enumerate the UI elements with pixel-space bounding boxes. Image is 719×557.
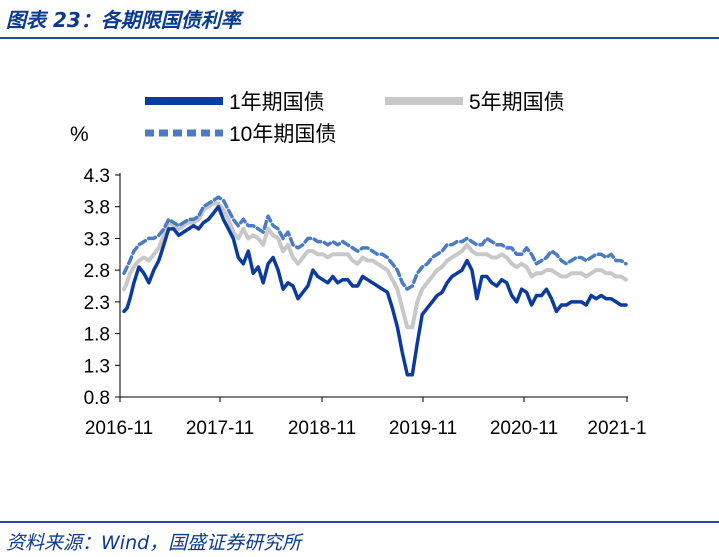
y-tick-label-5: 2.3 <box>84 293 110 314</box>
figure-title: 图表 23：各期限国债利率 <box>6 8 241 32</box>
series-line-3 <box>122 195 628 291</box>
title-divider <box>0 37 719 39</box>
x-tick-label-3: 2018-11 <box>288 418 356 439</box>
y-tick-label-3: 3.3 <box>84 229 110 250</box>
y-tick-label-7: 1.3 <box>84 356 110 377</box>
y-tick-label-1: 4.3 <box>84 166 110 187</box>
legend-label-1: 1年期国债 <box>229 91 325 114</box>
series-line-1 <box>122 204 628 377</box>
source-note: 资料来源：Wind，国盛证券研究所 <box>6 532 302 554</box>
yield-line-chart: 1年期国债 5年期国债 10年期国债% 4.3 3.8 3.3 2.8 2.3 1.8 1.3 0.… <box>70 91 647 439</box>
y-tick-label-6: 1.8 <box>84 325 110 346</box>
legend-label-3: 10年期国债 <box>229 123 336 146</box>
legend-label-2: 5年期国债 <box>469 91 565 114</box>
y-tick-label-4: 2.8 <box>84 261 110 282</box>
x-tick-label-1: 2016-11 <box>85 418 153 439</box>
y-unit-label: % <box>70 123 89 146</box>
x-tick-label-5: 2020-11 <box>490 418 558 439</box>
x-tick-label-6: 2021-1 <box>587 418 646 439</box>
y-tick-label-2: 3.8 <box>84 198 110 219</box>
x-tick-label-2: 2017-11 <box>186 418 254 439</box>
series-line-2 <box>122 201 628 330</box>
y-tick-label-8: 0.8 <box>84 388 110 409</box>
source-divider <box>0 521 719 523</box>
x-tick-label-4: 2019-11 <box>389 418 457 439</box>
